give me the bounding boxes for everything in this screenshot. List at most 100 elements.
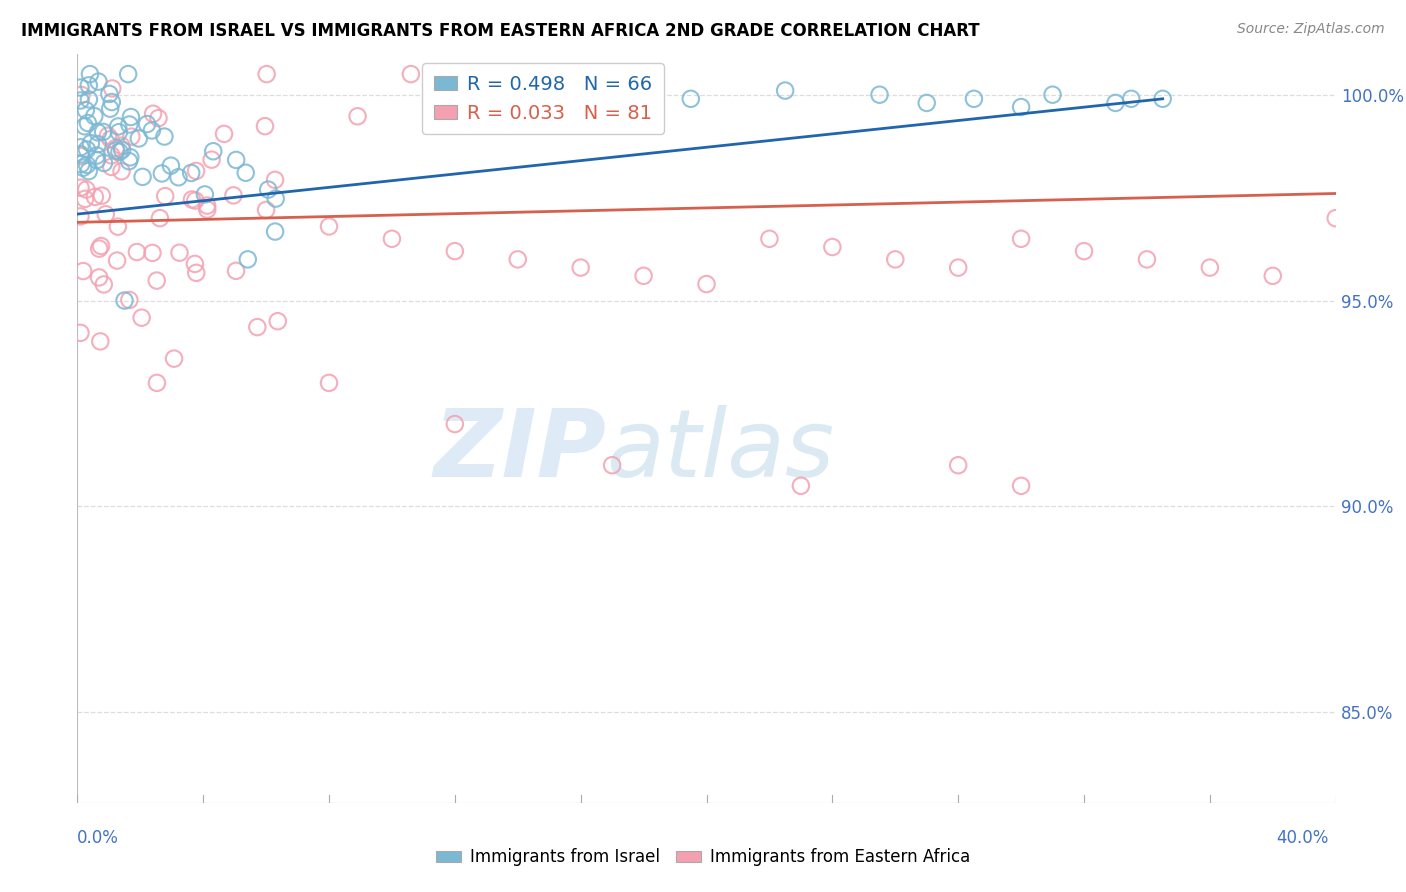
Point bbox=[72, 161, 94, 175]
Point bbox=[148, 111, 170, 125]
Point bbox=[225, 264, 247, 278]
Point bbox=[94, 207, 117, 221]
Point bbox=[1010, 100, 1032, 114]
Point bbox=[160, 159, 183, 173]
Point bbox=[1010, 232, 1032, 246]
Point bbox=[235, 166, 257, 180]
Point bbox=[120, 110, 142, 124]
Point bbox=[257, 183, 280, 197]
Point bbox=[107, 120, 129, 134]
Point bbox=[75, 182, 97, 196]
Point bbox=[167, 170, 190, 185]
Text: 0.0%: 0.0% bbox=[77, 830, 120, 847]
Point bbox=[87, 270, 110, 285]
Point bbox=[114, 293, 136, 308]
Point bbox=[915, 95, 938, 110]
Point bbox=[180, 166, 202, 180]
Point bbox=[1136, 252, 1159, 267]
Point bbox=[186, 266, 208, 280]
Point bbox=[69, 149, 91, 163]
Point bbox=[254, 202, 277, 217]
Point bbox=[89, 242, 111, 256]
Point bbox=[120, 150, 142, 164]
Point bbox=[108, 145, 131, 159]
Point bbox=[110, 164, 132, 178]
Point bbox=[91, 125, 114, 139]
Point bbox=[202, 145, 225, 159]
Point bbox=[264, 225, 287, 239]
Point bbox=[89, 334, 111, 349]
Point bbox=[149, 211, 172, 226]
Point bbox=[884, 252, 907, 267]
Point bbox=[93, 277, 115, 292]
Point bbox=[1199, 260, 1222, 275]
Point bbox=[70, 87, 93, 102]
Point bbox=[86, 153, 108, 168]
Text: Source: ZipAtlas.com: Source: ZipAtlas.com bbox=[1237, 22, 1385, 37]
Point bbox=[69, 147, 91, 161]
Point bbox=[77, 92, 100, 106]
Point bbox=[821, 240, 844, 254]
Point bbox=[195, 198, 218, 212]
Point bbox=[73, 120, 96, 134]
Point bbox=[181, 193, 204, 207]
Point bbox=[142, 107, 165, 121]
Point bbox=[87, 137, 110, 152]
Point bbox=[146, 376, 169, 390]
Point bbox=[70, 157, 93, 171]
Point bbox=[236, 252, 259, 267]
Point bbox=[633, 268, 655, 283]
Point bbox=[1152, 92, 1174, 106]
Point bbox=[758, 232, 780, 246]
Point bbox=[790, 479, 813, 493]
Point bbox=[100, 148, 122, 162]
Point bbox=[194, 187, 217, 202]
Point bbox=[108, 125, 131, 139]
Point bbox=[76, 143, 98, 157]
Point bbox=[444, 417, 467, 431]
Legend: Immigrants from Israel, Immigrants from Eastern Africa: Immigrants from Israel, Immigrants from … bbox=[430, 842, 976, 873]
Point bbox=[131, 310, 153, 325]
Point bbox=[101, 95, 124, 109]
Point bbox=[75, 103, 97, 117]
Point bbox=[506, 252, 529, 267]
Point bbox=[107, 219, 129, 234]
Point bbox=[963, 92, 986, 106]
Point bbox=[79, 67, 101, 81]
Point bbox=[100, 160, 122, 174]
Point bbox=[90, 188, 112, 202]
Point bbox=[869, 87, 891, 102]
Point bbox=[110, 138, 132, 153]
Point bbox=[141, 245, 163, 260]
Point bbox=[105, 144, 128, 158]
Point bbox=[1042, 87, 1064, 102]
Point bbox=[696, 277, 718, 291]
Point bbox=[399, 67, 422, 81]
Point bbox=[184, 194, 207, 208]
Point bbox=[97, 128, 120, 143]
Point bbox=[111, 143, 134, 157]
Point bbox=[77, 116, 100, 130]
Point bbox=[318, 219, 340, 234]
Point bbox=[77, 164, 100, 178]
Point bbox=[1261, 268, 1284, 283]
Point bbox=[184, 257, 207, 271]
Text: ZIP: ZIP bbox=[433, 405, 606, 497]
Point bbox=[77, 78, 100, 93]
Point bbox=[201, 153, 224, 167]
Point bbox=[86, 148, 108, 162]
Point bbox=[569, 260, 592, 275]
Point bbox=[125, 245, 148, 260]
Point bbox=[141, 123, 163, 137]
Point bbox=[600, 458, 623, 473]
Point bbox=[105, 253, 128, 268]
Point bbox=[87, 75, 110, 89]
Point bbox=[90, 239, 112, 253]
Legend: R = 0.498   N = 66, R = 0.033   N = 81: R = 0.498 N = 66, R = 0.033 N = 81 bbox=[422, 63, 664, 135]
Point bbox=[69, 210, 91, 224]
Point bbox=[69, 326, 91, 340]
Point bbox=[225, 153, 247, 167]
Point bbox=[554, 100, 576, 114]
Point bbox=[69, 94, 91, 108]
Point bbox=[87, 125, 110, 139]
